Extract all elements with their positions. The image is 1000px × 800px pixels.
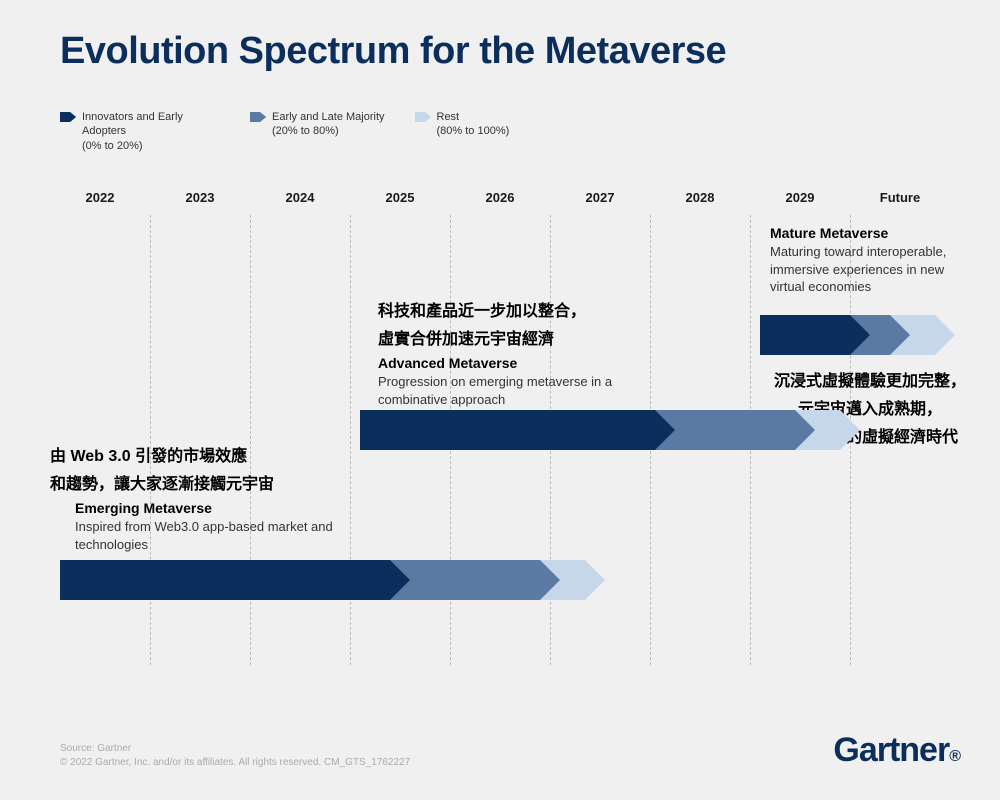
phase-advanced-text: Advanced Metaverse Progression on emergi… — [378, 355, 658, 408]
legend-label: Innovators and Early Adopters (0% to 20%… — [82, 110, 220, 153]
phase-advanced-desc: Progression on emerging metaverse in a c… — [378, 373, 658, 408]
legend-label: Rest (80% to 100%) — [437, 110, 510, 139]
legend-item-innovators: Innovators and Early Adopters (0% to 20%… — [60, 110, 220, 153]
footer-copyright: © 2022 Gartner, Inc. and/or its affiliat… — [60, 756, 410, 770]
phase-chinese-line: 和趨勢，讓大家逐漸接觸元宇宙 — [50, 473, 274, 497]
footer-source: Source: Gartner — [60, 742, 410, 756]
year-label: 2023 — [186, 190, 215, 205]
brand-logo: Gartner® — [833, 731, 960, 770]
year-label: Future — [880, 190, 920, 205]
legend-label: Early and Late Majority (20% to 80%) — [272, 110, 385, 139]
phase-emerging-text: Emerging Metaverse Inspired from Web3.0 … — [75, 500, 335, 553]
phase-mature-title: Mature Metaverse — [770, 225, 980, 241]
legend-arrow-icon — [60, 112, 76, 122]
phase-advanced-title: Advanced Metaverse — [378, 355, 658, 371]
year-label: 2025 — [386, 190, 415, 205]
footer: Source: Gartner © 2022 Gartner, Inc. and… — [60, 742, 410, 770]
year-label: 2024 — [286, 190, 315, 205]
legend-arrow-icon — [415, 112, 431, 122]
year-axis: 2022 2023 2024 2025 2026 2027 2028 2029 Future — [60, 190, 960, 210]
phase-mature-text: Mature Metaverse Maturing toward interop… — [770, 225, 980, 296]
phase-chinese-line: 虛實合併加速元宇宙經濟 — [378, 328, 586, 352]
phase-emerging-title: Emerging Metaverse — [75, 500, 335, 516]
phase-chinese-line: 科技和產品近一步加以整合， — [378, 300, 586, 324]
phase-mature-desc: Maturing toward interoperable, immersive… — [770, 243, 980, 296]
legend: Innovators and Early Adopters (0% to 20%… — [60, 110, 509, 153]
year-label: 2026 — [486, 190, 515, 205]
year-label: 2029 — [786, 190, 815, 205]
phase-emerging-chinese: 由 Web 3.0 引發的市場效應和趨勢，讓大家逐漸接觸元宇宙 — [50, 445, 274, 501]
phase-chinese-line: 沉浸式虛擬體驗更加完整， — [760, 370, 980, 394]
phase-advanced-chinese: 科技和產品近一步加以整合， 虛實合併加速元宇宙經濟 — [378, 300, 586, 356]
legend-item-majority: Early and Late Majority (20% to 80%) — [250, 110, 385, 153]
legend-arrow-icon — [250, 112, 266, 122]
year-label: 2028 — [686, 190, 715, 205]
phase-emerging-desc: Inspired from Web3.0 app-based market an… — [75, 518, 335, 553]
page-title: Evolution Spectrum for the Metaverse — [60, 30, 726, 73]
year-label: 2022 — [86, 190, 115, 205]
phase-chinese-line: 由 Web 3.0 引發的市場效應 — [50, 445, 274, 469]
legend-item-rest: Rest (80% to 100%) — [415, 110, 510, 153]
year-label: 2027 — [586, 190, 615, 205]
